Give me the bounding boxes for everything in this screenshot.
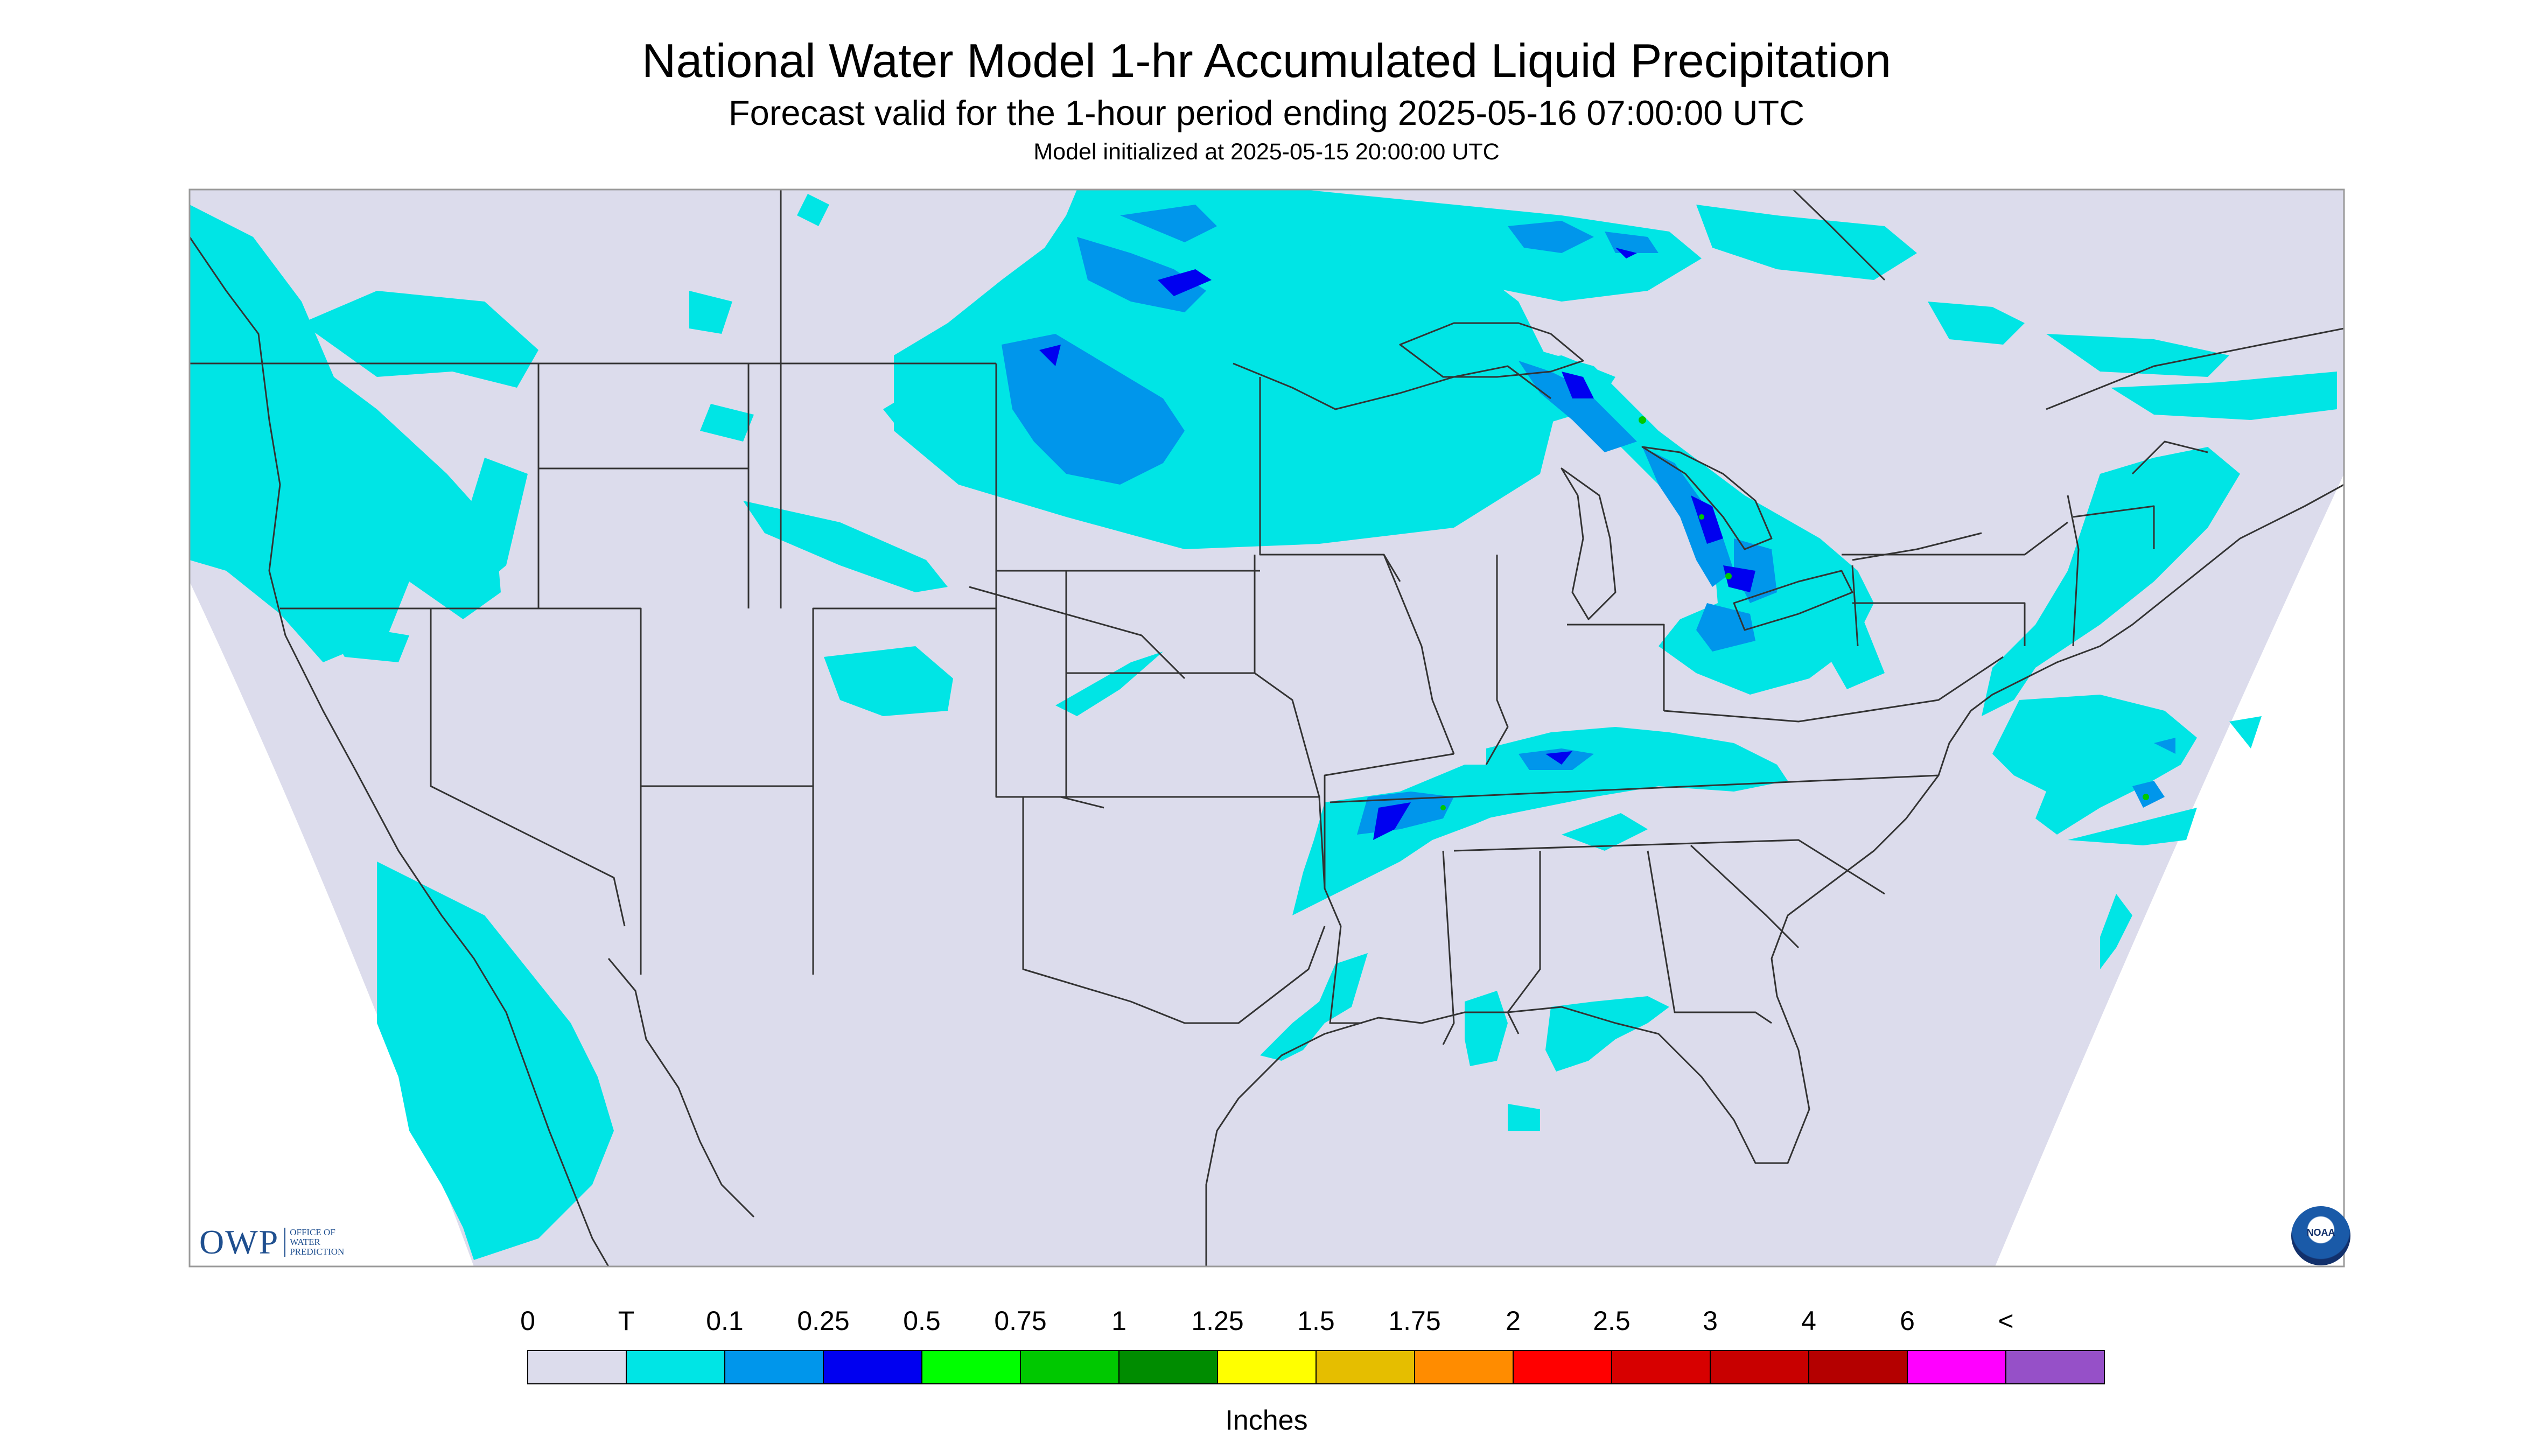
legend-swatch — [724, 1350, 824, 1384]
noaa-logo: NOAA — [2291, 1206, 2350, 1265]
legend-swatch — [1808, 1350, 1908, 1384]
legend-label: 2 — [1506, 1306, 1521, 1336]
moderate-precip-areas — [1039, 248, 1755, 840]
owp-logo-subtext: OFFICE OF WATER PREDICTION — [284, 1228, 360, 1257]
legend-label: 1.75 — [1388, 1306, 1440, 1336]
legend-swatch — [1316, 1350, 1415, 1384]
legend-swatch — [1611, 1350, 1711, 1384]
legend-swatch — [1414, 1350, 1514, 1384]
legend-swatch — [2005, 1350, 2105, 1384]
heavy-precip-cells — [1440, 416, 2149, 810]
legend-label: 0 — [520, 1306, 535, 1336]
legend-swatch — [1907, 1350, 2006, 1384]
legend-label: 0.1 — [706, 1306, 744, 1336]
legend-swatch — [626, 1350, 725, 1384]
legend-swatch — [1118, 1350, 1218, 1384]
legend-label: 6 — [1900, 1306, 1915, 1336]
state-boundaries — [190, 190, 2208, 1045]
model-init-time: Model initialized at 2025-05-15 20:00:00… — [1033, 139, 1500, 165]
legend-label: 0.5 — [903, 1306, 941, 1336]
legend-swatch — [1217, 1350, 1317, 1384]
coastlines — [190, 190, 2344, 1266]
legend-label: 0.25 — [797, 1306, 849, 1336]
legend-label: 1.25 — [1191, 1306, 1243, 1336]
legend-label: 0.75 — [994, 1306, 1046, 1336]
legend-label: 1 — [1111, 1306, 1126, 1336]
map-subtitle: Forecast valid for the 1-hour period end… — [728, 93, 1805, 132]
model-domain — [190, 190, 2344, 1266]
owp-logo: OWP OFFICE OF WATER PREDICTION — [199, 1222, 360, 1262]
map-title: National Water Model 1-hr Accumulated Li… — [641, 34, 1892, 87]
legend-swatch — [823, 1350, 922, 1384]
legend-swatch — [1710, 1350, 1809, 1384]
legend-label: 1.5 — [1297, 1306, 1335, 1336]
legend-label: T — [618, 1306, 635, 1336]
legend-label: 4 — [1801, 1306, 1816, 1336]
map-frame — [188, 188, 2345, 1268]
legend-label: 3 — [1703, 1306, 1718, 1336]
legend-swatch — [1513, 1350, 1612, 1384]
legend-units: Inches — [1225, 1405, 1308, 1436]
noaa-logo-text: NOAA — [2306, 1227, 2335, 1238]
owp-logo-text: OWP — [199, 1223, 279, 1261]
legend-swatch — [921, 1350, 1021, 1384]
legend-swatch — [1020, 1350, 1119, 1384]
legend-label: 2.5 — [1593, 1306, 1631, 1336]
legend-swatch — [527, 1350, 627, 1384]
legend-label: < — [1998, 1306, 2013, 1336]
